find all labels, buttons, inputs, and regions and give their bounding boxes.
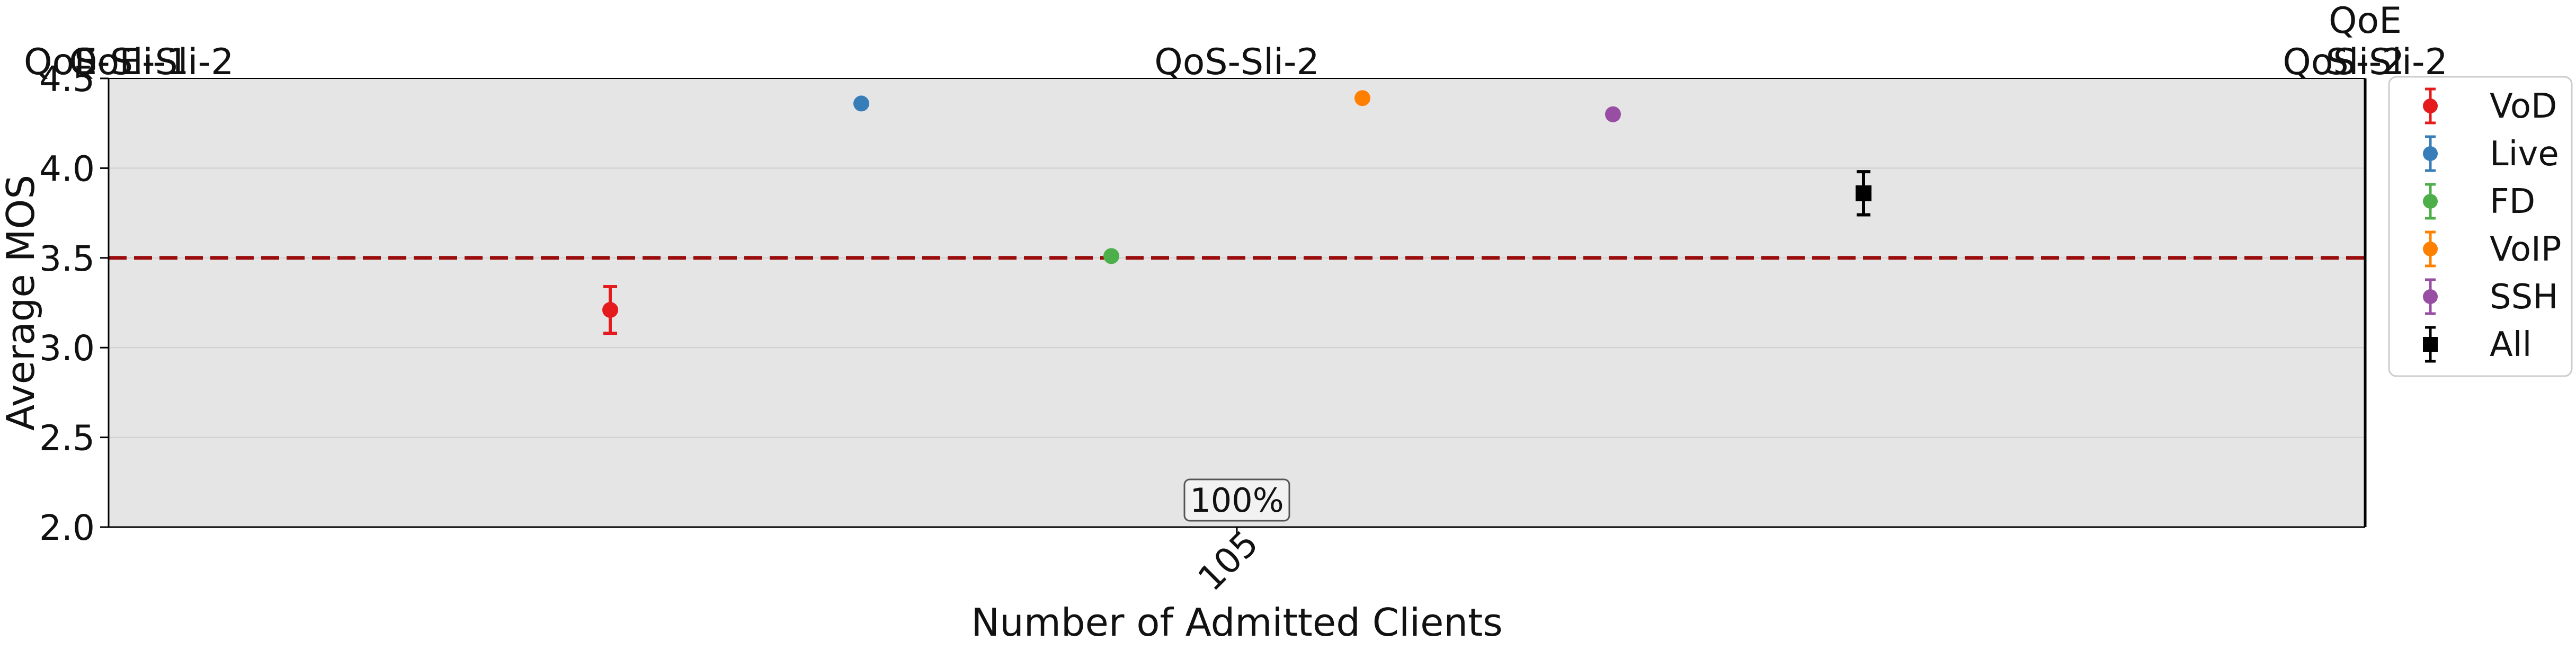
legend-marker (2423, 337, 2438, 352)
y-tick-label: 2.0 (39, 507, 95, 548)
y-tick-label: 4.5 (39, 59, 95, 100)
x-tick-label: 105 (1190, 523, 1267, 599)
x-axis-label: Number of Admitted Clients (971, 600, 1503, 645)
legend-marker (2423, 99, 2438, 113)
data-markers (602, 90, 1871, 335)
marker-all (1856, 185, 1871, 201)
legend-label: Live (2490, 135, 2559, 174)
legend-marker (2423, 146, 2438, 161)
marker-ssh (1605, 106, 1621, 122)
marker-live (853, 95, 869, 112)
x-tick-labels: 105 (1190, 523, 1267, 599)
legend-label: All (2490, 325, 2532, 364)
marker-vod (602, 302, 618, 318)
top-label: QoE-Sli-2 (69, 41, 234, 83)
y-tick-label: 3.0 (39, 328, 95, 369)
y-tick-label: 3.5 (39, 238, 95, 279)
y-tick-label: 4.0 (39, 148, 95, 189)
marker-voip (1354, 90, 1370, 106)
top-label: Sli-2 (2326, 41, 2405, 83)
y-axis-label: Average MOS (0, 175, 43, 431)
top-label: QoS-Sli-2 (1154, 41, 1320, 83)
legend-label: FD (2490, 182, 2535, 221)
percent-box: 100% (1183, 478, 1290, 522)
top-label: QoS-Sli-1 (24, 41, 189, 83)
percent-box-frame (1183, 478, 1290, 522)
percent-box-label: 100% (1190, 481, 1283, 520)
legend-label: VoIP (2490, 230, 2561, 269)
y-tick-labels: 2.0 2.5 3.0 3.5 4.0 4.5 (39, 59, 109, 548)
legend-marker (2423, 289, 2438, 304)
plot-background (109, 78, 2365, 527)
legend: VoD Live FD VoIP SSH All (2388, 76, 2573, 377)
legend-marker (2423, 242, 2438, 256)
legend-label: SSH (2490, 278, 2558, 317)
top-label: QoE (2329, 0, 2402, 42)
y-tick-label: 2.5 (39, 418, 95, 459)
legend-label: VoD (2490, 87, 2557, 126)
marker-fd (1103, 248, 1119, 264)
top-label: QoE-Sli-1 (24, 41, 189, 83)
legend-marker (2423, 194, 2438, 209)
